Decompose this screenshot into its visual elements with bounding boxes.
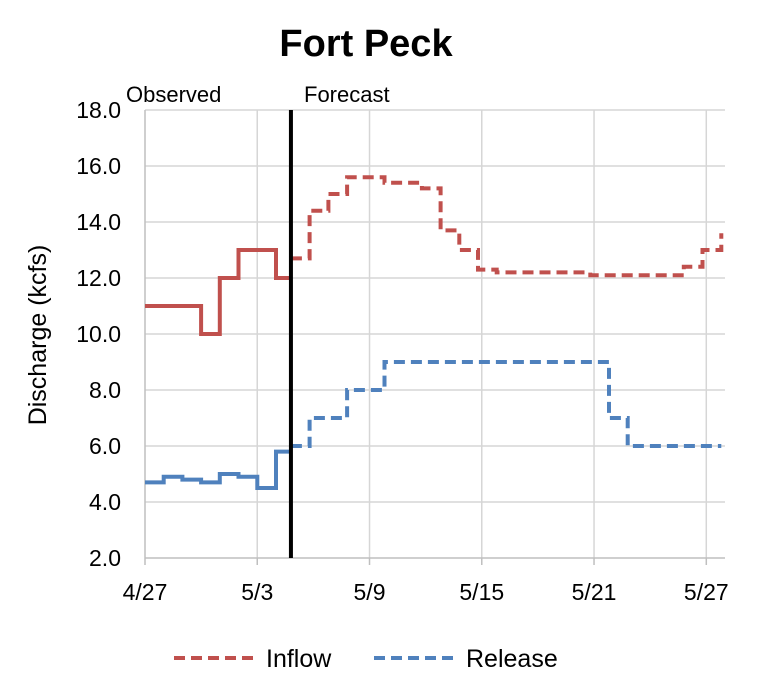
observed-forecast-divider: Observed Forecast (126, 82, 390, 558)
legend-label-release: Release (466, 645, 558, 673)
forecast-label: Forecast (304, 82, 390, 107)
observed-label: Observed (126, 82, 221, 107)
legend: Inflow Release (174, 645, 558, 673)
y-tick-label: 8.0 (89, 377, 121, 403)
inflow-forecast-line (290, 175, 724, 278)
release-forecast-line (290, 360, 722, 448)
y-tick-label: 12.0 (76, 265, 121, 291)
y-tick-label: 10.0 (76, 321, 121, 347)
y-tick-label: 18.0 (76, 97, 121, 123)
chart-title: Fort Peck (279, 23, 453, 65)
y-tick-label: 2.0 (89, 545, 121, 571)
y-tick-label: 6.0 (89, 433, 121, 459)
y-tick-label: 14.0 (76, 209, 121, 235)
grid (145, 109, 725, 558)
x-tick-label: 5/21 (572, 579, 617, 605)
y-tick-label: 4.0 (89, 489, 121, 515)
series-lines (145, 175, 724, 490)
x-tick-label: 4/27 (123, 579, 168, 605)
x-tick-label: 5/27 (684, 579, 729, 605)
inflow-observed-line (145, 248, 291, 336)
y-axis-label: Discharge (kcfs) (24, 245, 52, 426)
release-observed-line (145, 449, 291, 490)
axes: 2.0 4.0 6.0 8.0 10.0 12.0 14.0 16.0 18.0 4/27 5/3 5… (76, 97, 728, 605)
x-tick-label: 5/15 (459, 579, 504, 605)
y-tick-label: 16.0 (76, 153, 121, 179)
legend-label-inflow: Inflow (266, 645, 332, 673)
x-tick-label: 5/3 (241, 579, 273, 605)
x-tick-label: 5/9 (354, 579, 386, 605)
